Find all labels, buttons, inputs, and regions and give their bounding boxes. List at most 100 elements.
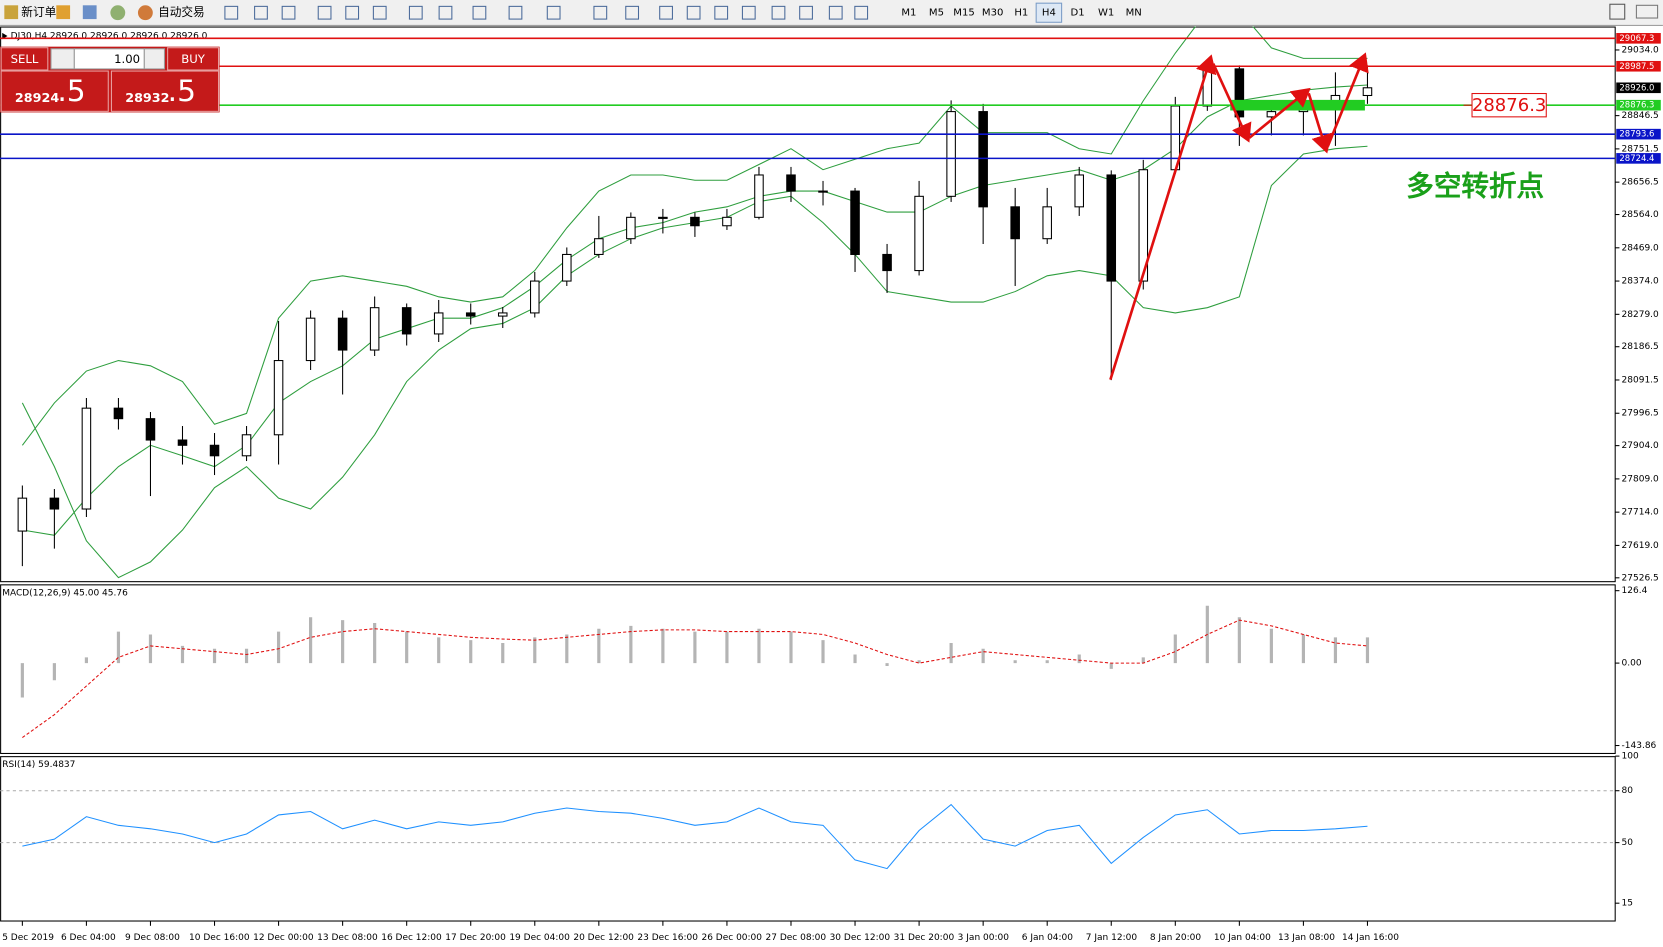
- timeframe-button[interactable]: H4: [1042, 8, 1056, 19]
- toolbar-icon[interactable]: [593, 5, 608, 20]
- candle-body: [594, 238, 604, 255]
- toolbar-icon[interactable]: [854, 5, 869, 20]
- x-tick-label: 30 Dec 12:00: [830, 933, 891, 943]
- candle-body: [497, 312, 508, 317]
- toolbar-icon[interactable]: [546, 5, 561, 20]
- timeframe-button[interactable]: W1: [1098, 8, 1114, 19]
- new-order[interactable]: 新订单: [21, 5, 56, 19]
- candle-body: [1074, 174, 1084, 208]
- timeframe-button[interactable]: D1: [1070, 8, 1084, 19]
- candle-body: [401, 307, 412, 335]
- sell-label[interactable]: SELL: [11, 52, 39, 66]
- toolbar-icon[interactable]: [82, 5, 97, 20]
- plot-area: [17, 26, 1373, 579]
- candle-body: [1138, 169, 1149, 282]
- drawn-arrow: [1212, 63, 1252, 143]
- y-tick-label: 28656.5: [1622, 178, 1659, 188]
- toolbar-icons: [224, 5, 869, 20]
- toolbar-icon[interactable]: [438, 5, 453, 20]
- candle-body: [1010, 206, 1020, 240]
- ask-box[interactable]: [110, 70, 220, 112]
- timeframe-button[interactable]: M1: [901, 8, 916, 19]
- rsi-frame: [0, 756, 1616, 922]
- chat-icon[interactable]: [1635, 4, 1659, 19]
- toolbar-icon[interactable]: [686, 5, 701, 20]
- toolbar-icon[interactable]: [345, 5, 360, 20]
- bid-price-fraction: .5: [57, 74, 85, 109]
- lot-down[interactable]: [50, 48, 75, 70]
- toolbar-icon[interactable]: [771, 5, 786, 20]
- toolbar-icon[interactable]: [110, 5, 126, 21]
- toolbar-icon[interactable]: [799, 5, 813, 20]
- buy-label[interactable]: BUY: [181, 52, 206, 66]
- macd-frame: [0, 584, 1616, 754]
- drawn-arrow: [1248, 87, 1311, 139]
- candle-body: [786, 174, 796, 192]
- ask-price: 28932: [125, 90, 169, 105]
- level-annotation: 28876.3: [1472, 95, 1547, 116]
- drawn-arrow: [1326, 52, 1369, 147]
- candle-body: [113, 407, 124, 420]
- x-tick-label: 16 Dec 12:00: [381, 933, 442, 943]
- x-tick-label: 12 Dec 00:00: [253, 933, 314, 943]
- toolbar-icon[interactable]: [224, 5, 239, 20]
- candle-body: [914, 195, 924, 272]
- toolbar-icon[interactable]: [56, 5, 71, 20]
- x-tick-label: 17 Dec 20:00: [445, 933, 506, 943]
- timeframe-button[interactable]: MN: [1126, 8, 1142, 19]
- candle-body: [658, 216, 668, 219]
- candle-body: [17, 497, 28, 532]
- x-tick-label: 13 Jan 08:00: [1278, 933, 1335, 943]
- y-tick-label: 27619.0: [1622, 541, 1659, 551]
- toolbar-icon[interactable]: [828, 5, 843, 20]
- hline-price-label: 28793.6: [1619, 129, 1654, 139]
- search-icon[interactable]: [1609, 3, 1626, 20]
- x-tick-label: 10 Dec 16:00: [189, 933, 250, 943]
- toolbar-icon[interactable]: [741, 5, 756, 20]
- new-order-icon: [4, 5, 19, 20]
- timeframe-button[interactable]: M15: [953, 8, 975, 19]
- timeframe-button[interactable]: M5: [929, 8, 944, 19]
- candle-body: [1234, 68, 1245, 118]
- toolbar-icon[interactable]: [372, 5, 387, 20]
- bid-box[interactable]: [0, 70, 109, 112]
- timeframe-button[interactable]: H1: [1014, 8, 1028, 19]
- toolbar-icon[interactable]: [408, 5, 423, 20]
- x-tick-label: 27 Dec 08:00: [766, 933, 827, 943]
- current-price-label: 28926.0: [1619, 82, 1654, 92]
- lot-up[interactable]: [143, 48, 165, 70]
- lot-value[interactable]: 1.00: [114, 52, 140, 66]
- x-tick-label: 19 Dec 04:00: [509, 933, 570, 943]
- toolbar: [0, 0, 1663, 26]
- toolbar-icon[interactable]: [625, 5, 640, 20]
- x-tick-label: 10 Jan 04:00: [1214, 933, 1271, 943]
- hline-price-box: [1616, 99, 1661, 111]
- toolbar-icon[interactable]: [508, 5, 523, 20]
- rsi-title: RSI(14) 59.4837: [2, 760, 75, 770]
- buy-button[interactable]: [167, 47, 220, 71]
- toolbar-icon[interactable]: [317, 5, 332, 20]
- y-tick-label: 0.00: [1622, 659, 1642, 669]
- toolbar-icon[interactable]: [472, 5, 487, 20]
- candle-body: [145, 418, 156, 441]
- toolbar-icon[interactable]: [659, 5, 673, 20]
- candle-body: [850, 190, 860, 255]
- drawn-arrow: [1109, 54, 1217, 381]
- candle-body: [177, 439, 188, 446]
- sell-button[interactable]: [0, 47, 49, 71]
- x-tick-label: 6 Dec 04:00: [61, 933, 116, 943]
- y-tick-label: 28091.5: [1622, 375, 1659, 385]
- macd-title: MACD(12,26,9) 45.00 45.76: [2, 588, 128, 598]
- toolbar-icon[interactable]: [281, 5, 296, 20]
- candle-body: [337, 317, 348, 351]
- candle-body: [978, 111, 988, 208]
- timeframe-active[interactable]: [1035, 2, 1063, 23]
- candle-body: [1106, 174, 1117, 282]
- toolbar-icon[interactable]: [714, 5, 729, 20]
- timeframe-button[interactable]: M30: [982, 8, 1004, 19]
- auto-trade[interactable]: 自动交易: [158, 5, 205, 19]
- rsi-plot: [22, 803, 1368, 870]
- toolbar-icon[interactable]: [254, 5, 268, 20]
- x-tick-label: 8 Jan 20:00: [1150, 933, 1202, 943]
